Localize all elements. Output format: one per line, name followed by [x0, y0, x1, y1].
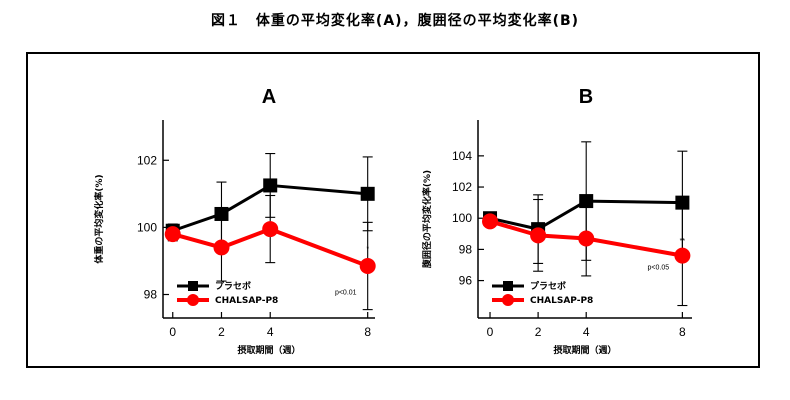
- legend-marker: [188, 281, 198, 291]
- series-line: [489, 199, 683, 231]
- y-tick-label: 102: [137, 153, 157, 167]
- chart-title: B: [579, 86, 593, 108]
- data-point: [674, 247, 691, 264]
- x-tick-label: 4: [267, 325, 274, 339]
- x-tick-label: 8: [364, 325, 371, 339]
- data-point: [213, 239, 230, 256]
- annotation-text: p<0.05: [648, 265, 670, 272]
- legend-marker: [503, 281, 513, 291]
- legend-label: CHALSAP-P8: [215, 296, 278, 306]
- x-axis-label: 摂取期間（週）: [237, 344, 300, 356]
- series-line: [489, 219, 683, 258]
- y-axis-label: 腹囲径の平均変化率(%): [421, 170, 433, 269]
- x-tick-label: 2: [218, 325, 225, 339]
- y-axis-label: 体重の平均変化率(%): [93, 174, 105, 263]
- series-line: [172, 183, 368, 233]
- legend-label: プラセボ: [215, 280, 251, 292]
- y-tick-label: 100: [452, 211, 472, 225]
- chart-title: A: [262, 86, 276, 108]
- y-tick-label: 100: [137, 220, 157, 234]
- series-chalsap: [164, 194, 376, 311]
- y-tick-label: 98: [144, 288, 158, 302]
- series-line: [172, 227, 369, 268]
- data-point: [164, 226, 181, 243]
- legend-label: プラセボ: [530, 280, 566, 292]
- annotation-text: **: [680, 238, 686, 245]
- x-tick-label: 0: [169, 325, 176, 339]
- legend-label: CHALSAP-P8: [530, 296, 593, 306]
- y-tick-label: 102: [452, 180, 472, 194]
- series-chalsap: [482, 198, 691, 307]
- y-tick-label: 96: [459, 274, 473, 288]
- legend: プラセボ CHALSAP-P8: [492, 280, 593, 306]
- data-point: [359, 257, 376, 274]
- data-point: [482, 213, 499, 230]
- figure-frame: [26, 52, 760, 368]
- x-tick-label: 4: [583, 325, 590, 339]
- legend-marker: [502, 294, 514, 306]
- legend-marker: [187, 294, 199, 306]
- annotation-text: *: [366, 246, 369, 253]
- x-tick-label: 8: [679, 325, 686, 339]
- y-tick-label: 104: [452, 149, 472, 163]
- data-point: [530, 227, 547, 244]
- x-tick-label: 2: [535, 325, 542, 339]
- y-tick-label: 98: [459, 242, 473, 256]
- legend: プラセボ CHALSAP-P8: [177, 280, 278, 306]
- data-point: [262, 221, 279, 238]
- chart-panel-B: B 96 98 100 102 104 0 2 4 8 摂取期間（週） 腹囲径の平均変化率(%) p<0…: [421, 86, 692, 356]
- figure-caption: 図１ 体重の平均変化率(A)，腹囲径の平均変化率(B): [210, 13, 580, 29]
- annotation-text: p<0.01: [335, 290, 357, 297]
- chart-panel-A: A 98 100 102 0 2 4 8 摂取期間（週） 体重の平均変化率(%) p<0.01 * プラ…: [93, 86, 376, 356]
- data-point: [263, 178, 278, 193]
- x-tick-label: 0: [487, 325, 494, 339]
- x-axis-label: 摂取期間（週）: [553, 344, 616, 356]
- data-point: [360, 186, 375, 201]
- data-point: [578, 230, 595, 247]
